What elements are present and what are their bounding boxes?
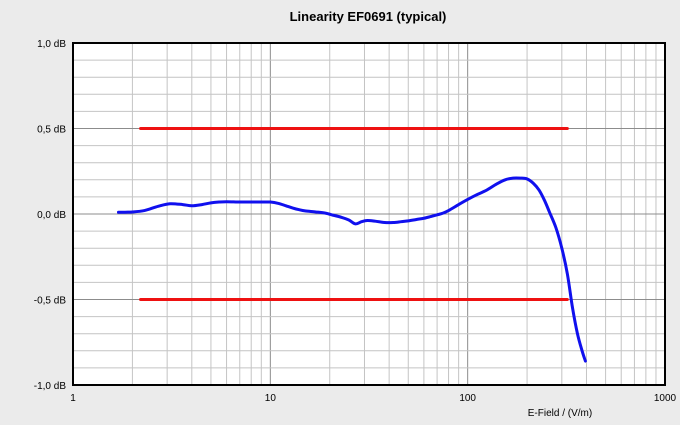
x-tick-label: 1000 — [654, 393, 677, 404]
y-axis-ticks: 1,0 dB 0,5 dB 0,0 dB -0,5 dB -1,0 dB — [34, 39, 67, 392]
linearity-curve — [116, 176, 587, 363]
y-tick-label: -0,5 dB — [34, 296, 67, 307]
y-tick-label: -1,0 dB — [34, 381, 67, 392]
x-tick-label: 1 — [70, 393, 76, 404]
chart-title: Linearity EF0691 (typical) — [290, 9, 447, 24]
x-axis-label: E-Field / (V/m) — [528, 408, 592, 419]
series-layer — [116, 127, 587, 363]
y-tick-label: 1,0 dB — [37, 39, 66, 50]
x-tick-label: 100 — [459, 393, 476, 404]
y-tick-label: 0,5 dB — [37, 125, 66, 136]
x-tick-label: 10 — [265, 393, 277, 404]
plot-frame — [72, 42, 666, 386]
x-axis-ticks: 1 10 100 1000 — [70, 393, 676, 404]
y-tick-label: 0,0 dB — [37, 210, 66, 221]
